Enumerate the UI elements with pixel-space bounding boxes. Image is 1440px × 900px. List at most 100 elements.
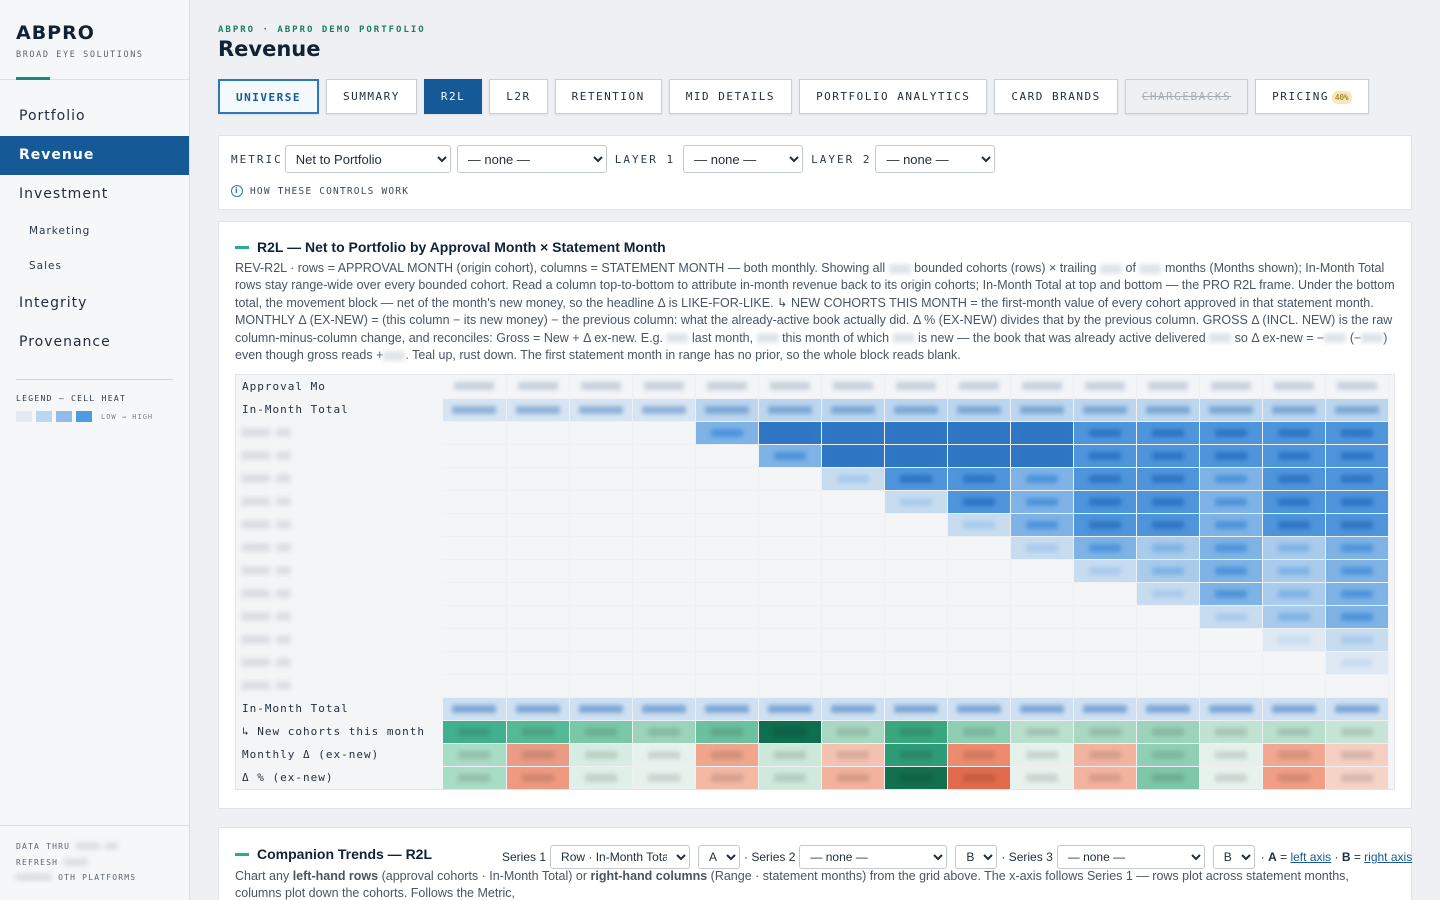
grid-cell[interactable] xyxy=(443,398,507,422)
layer2-select[interactable]: — none — xyxy=(875,145,996,173)
grid-cell[interactable] xyxy=(1199,559,1263,583)
brand-logo[interactable]: ABPRO xyxy=(16,22,95,44)
grid-cell[interactable] xyxy=(443,697,507,721)
tab-l2r[interactable]: L2R xyxy=(489,79,548,114)
grid-cell[interactable] xyxy=(1136,743,1200,767)
grid-cell[interactable] xyxy=(884,467,948,491)
grid-cell[interactable] xyxy=(1262,467,1326,491)
series3-axis-select[interactable]: B xyxy=(1212,845,1255,869)
sidebar-item-integrity[interactable]: Integrity xyxy=(19,295,88,311)
grid-cell[interactable] xyxy=(1325,536,1389,560)
sidebar-item-revenue[interactable]: Revenue xyxy=(0,136,189,175)
grid-cell[interactable] xyxy=(506,398,570,422)
tab-r2l[interactable]: R2L xyxy=(423,79,483,114)
grid-cell[interactable] xyxy=(1262,490,1326,514)
grid-cell[interactable] xyxy=(1073,490,1137,514)
grid-cell[interactable] xyxy=(1136,421,1200,445)
grid-cell[interactable] xyxy=(1136,490,1200,514)
grid-cell[interactable] xyxy=(1136,467,1200,491)
grid-cell[interactable] xyxy=(1262,743,1326,767)
grid-cell[interactable] xyxy=(1262,513,1326,537)
grid-cell[interactable] xyxy=(1199,513,1263,537)
grid-cell[interactable] xyxy=(1136,766,1200,789)
grid-cell[interactable] xyxy=(1073,766,1137,789)
grid-cell[interactable] xyxy=(1010,490,1074,514)
grid-cell[interactable] xyxy=(1199,444,1263,468)
grid-cell[interactable] xyxy=(821,743,885,767)
tab-retention[interactable]: RETENTION xyxy=(554,79,662,114)
grid-cell[interactable] xyxy=(1010,398,1074,422)
grid-cell[interactable] xyxy=(506,720,570,744)
grid-cell[interactable] xyxy=(1325,582,1389,606)
grid-cell[interactable] xyxy=(1325,398,1389,422)
grid-cell[interactable] xyxy=(1325,697,1389,721)
grid-cell[interactable] xyxy=(947,467,1011,491)
grid-cell[interactable] xyxy=(1325,720,1389,744)
grid-cell[interactable] xyxy=(884,490,948,514)
grid-cell[interactable] xyxy=(758,743,822,767)
grid-cell[interactable] xyxy=(821,421,885,445)
sidebar-item-sales[interactable]: Sales xyxy=(29,260,62,272)
left-axis-link[interactable]: left axis xyxy=(1290,850,1332,864)
grid-cell[interactable] xyxy=(632,789,695,790)
grid-cell[interactable] xyxy=(947,789,1010,790)
grid-cell[interactable] xyxy=(1073,789,1136,790)
grid-cell[interactable] xyxy=(758,720,822,744)
grid-cell[interactable] xyxy=(632,697,696,721)
grid-cell[interactable] xyxy=(1073,513,1137,537)
grid-cell[interactable] xyxy=(443,766,507,789)
grid-cell[interactable] xyxy=(1262,789,1325,790)
grid-cell[interactable] xyxy=(1325,743,1389,767)
grid-cell[interactable] xyxy=(947,421,1011,445)
grid-cell[interactable] xyxy=(947,697,1011,721)
grid-cell[interactable] xyxy=(1010,536,1074,560)
grid-cell[interactable] xyxy=(758,766,822,789)
grid-cell[interactable] xyxy=(1073,467,1137,491)
grid-cell[interactable] xyxy=(506,789,569,790)
grid-cell[interactable] xyxy=(695,766,759,789)
grid-cell[interactable] xyxy=(1010,743,1074,767)
tab-universe[interactable]: UNIVERSE xyxy=(218,79,319,114)
grid-cell[interactable] xyxy=(884,720,948,744)
metric-secondary-select[interactable]: — none — xyxy=(456,145,607,173)
grid-cell[interactable] xyxy=(884,743,948,767)
tab-summary[interactable]: SUMMARY xyxy=(325,79,417,114)
grid-cell[interactable] xyxy=(1136,398,1200,422)
grid-cell[interactable] xyxy=(506,743,570,767)
tab-mid-details[interactable]: MID DETAILS xyxy=(668,79,793,114)
grid-cell[interactable] xyxy=(1136,536,1200,560)
grid-cell[interactable] xyxy=(758,789,821,790)
grid-cell[interactable] xyxy=(884,789,947,790)
layer1-select[interactable]: — none — xyxy=(683,145,804,173)
grid-cell[interactable] xyxy=(632,398,696,422)
grid-cell[interactable] xyxy=(1325,421,1389,445)
grid-cell[interactable] xyxy=(1073,398,1137,422)
grid-cell[interactable] xyxy=(443,789,506,790)
sidebar-item-marketing[interactable]: Marketing xyxy=(29,225,91,237)
grid-cell[interactable] xyxy=(1010,421,1074,445)
grid-cell[interactable] xyxy=(1262,421,1326,445)
grid-cell[interactable] xyxy=(947,490,1011,514)
grid-cell[interactable] xyxy=(443,720,507,744)
grid-cell[interactable] xyxy=(1199,697,1263,721)
grid-cell[interactable] xyxy=(1325,559,1389,583)
grid-cell[interactable] xyxy=(1325,766,1389,789)
grid-cell[interactable] xyxy=(884,421,948,445)
grid-cell[interactable] xyxy=(1325,605,1389,629)
grid-cell[interactable] xyxy=(947,743,1011,767)
grid-cell[interactable] xyxy=(1262,536,1326,560)
grid-cell[interactable] xyxy=(632,743,696,767)
grid-cell[interactable] xyxy=(1262,697,1326,721)
grid-cell[interactable] xyxy=(1262,559,1326,583)
grid-cell[interactable] xyxy=(695,697,759,721)
grid-cell[interactable] xyxy=(1136,720,1200,744)
series3-select[interactable]: — none — xyxy=(1056,845,1205,869)
grid-cell[interactable] xyxy=(821,697,885,721)
grid-cell[interactable] xyxy=(1325,444,1389,468)
grid-cell[interactable] xyxy=(1010,513,1074,537)
grid-cell[interactable] xyxy=(1136,582,1200,606)
grid-cell[interactable] xyxy=(1199,789,1262,790)
grid-cell[interactable] xyxy=(1199,743,1263,767)
grid-cell[interactable] xyxy=(1325,513,1389,537)
grid-cell[interactable] xyxy=(506,766,570,789)
